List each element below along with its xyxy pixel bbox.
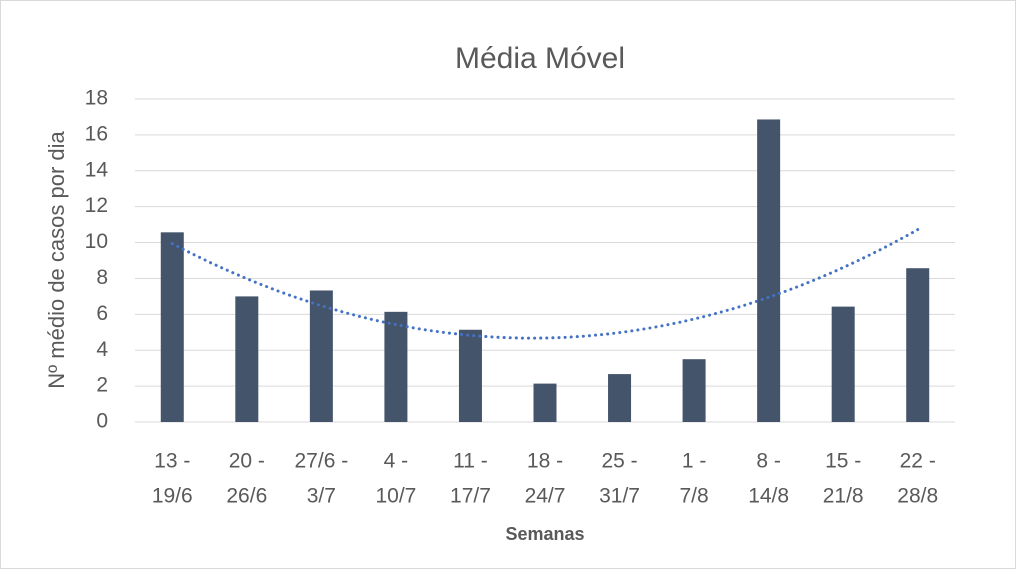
y-tick-label: 8 [96,266,108,289]
x-tick-label: 18 - [527,450,563,473]
y-tick-label: 0 [96,410,108,433]
y-tick-label: 2 [96,374,108,397]
x-tick-label: 19/6 [152,485,193,508]
x-tick-label: 4 - [384,450,409,473]
chart-title: Média Móvel [455,42,625,75]
bar [160,232,184,422]
x-tick-label: 25 - [601,450,637,473]
x-tick-label: 10/7 [375,485,416,508]
x-tick-label: 27/6 - [295,450,349,473]
x-tick-label: 3/7 [307,485,336,508]
x-tick-label: 15 - [825,450,861,473]
y-tick-label: 6 [96,302,108,325]
x-tick-label: 24/7 [525,485,566,508]
y-axis-label: Nº médio de casos por dia [44,130,69,388]
y-tick-label: 16 [85,122,108,145]
y-tick-label: 10 [85,230,108,253]
y-tick-label: 18 [85,87,108,110]
x-tick-label: 22 - [900,450,936,473]
y-tick-label: 14 [85,158,109,181]
bar [309,290,333,422]
bar [235,296,259,422]
x-tick-label: 7/8 [679,485,708,508]
bar [757,119,781,422]
x-axis-label: Semanas [505,524,584,544]
bar [608,374,632,422]
bar [906,268,930,422]
bar [533,383,557,422]
x-tick-label: 28/8 [897,485,938,508]
x-tick-label: 13 - [154,450,190,473]
x-tick-label: 20 - [229,450,265,473]
x-tick-label: 21/8 [823,485,864,508]
y-tick-label: 12 [85,194,108,217]
bar [458,329,482,422]
x-tick-label: 14/8 [748,485,789,508]
x-tick-label: 26/6 [226,485,267,508]
x-tick-label: 8 - [756,450,781,473]
x-tick-label: 11 - [453,450,488,473]
x-tick-label: 17/7 [450,485,491,508]
x-tick-label: 1 - [682,450,707,473]
bar [384,311,408,422]
x-tick-label: 31/7 [599,485,640,508]
bar [831,306,855,422]
y-tick-label: 4 [96,338,108,361]
bar [682,359,706,422]
trendline [170,228,920,340]
